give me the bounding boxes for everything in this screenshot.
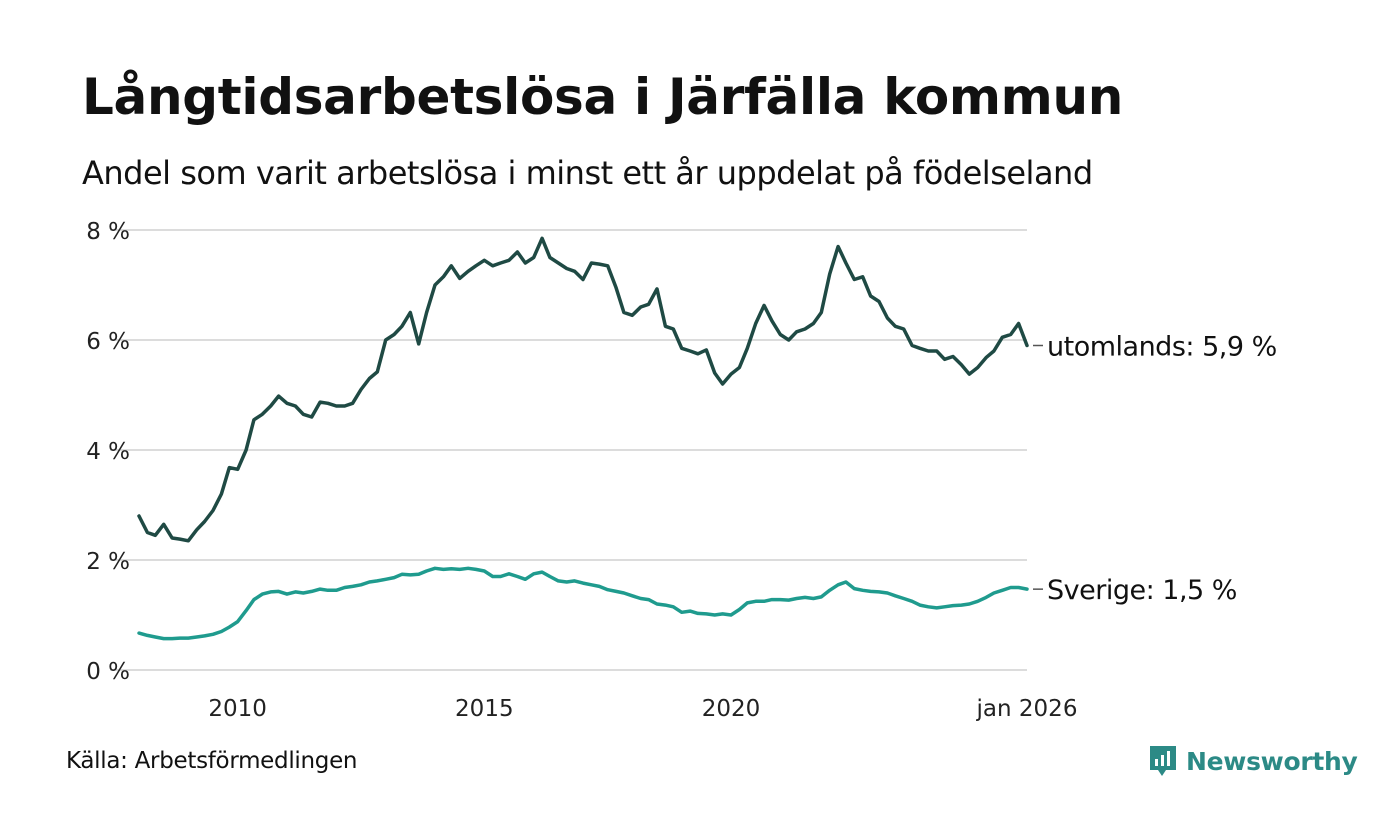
y-tick-label: 6 %: [86, 329, 130, 355]
brand-logo: Newsworthy: [1148, 744, 1358, 778]
gridlines: [110, 229, 1027, 671]
x-tick-label: 2020: [702, 696, 761, 722]
chart-title: Långtidsarbetslösa i Järfälla kommun: [82, 68, 1124, 126]
end-label-utomlands: utomlands: 5,9 %: [1047, 332, 1277, 363]
x-tick-label: 2015: [455, 696, 514, 722]
brand-name: Newsworthy: [1186, 746, 1358, 776]
y-tick-label: 2 %: [86, 549, 130, 575]
series-end-labels: utomlands: 5,9 % Sverige: 1,5 %: [1033, 332, 1277, 606]
y-axis: 0 % 2 % 4 % 6 % 8 %: [86, 219, 130, 685]
x-tick-label: jan 2026: [976, 696, 1078, 722]
y-tick-label: 4 %: [86, 439, 130, 465]
x-tick-label: 2010: [208, 696, 267, 722]
y-tick-label: 0 %: [86, 659, 130, 685]
series-lines: [137, 236, 1029, 641]
newsworthy-chart-icon: [1150, 746, 1176, 776]
end-label-sverige: Sverige: 1,5 %: [1047, 575, 1237, 606]
source-note: Källa: Arbetsförmedlingen: [66, 748, 358, 774]
chart-subtitle: Andel som varit arbetslösa i minst ett å…: [82, 154, 1093, 192]
series-line-utomlands: [137, 236, 1029, 543]
series-line-sverige: [137, 566, 1029, 641]
x-axis: 2010 2015 2020 jan 2026: [208, 696, 1077, 722]
y-tick-label: 8 %: [86, 219, 130, 245]
